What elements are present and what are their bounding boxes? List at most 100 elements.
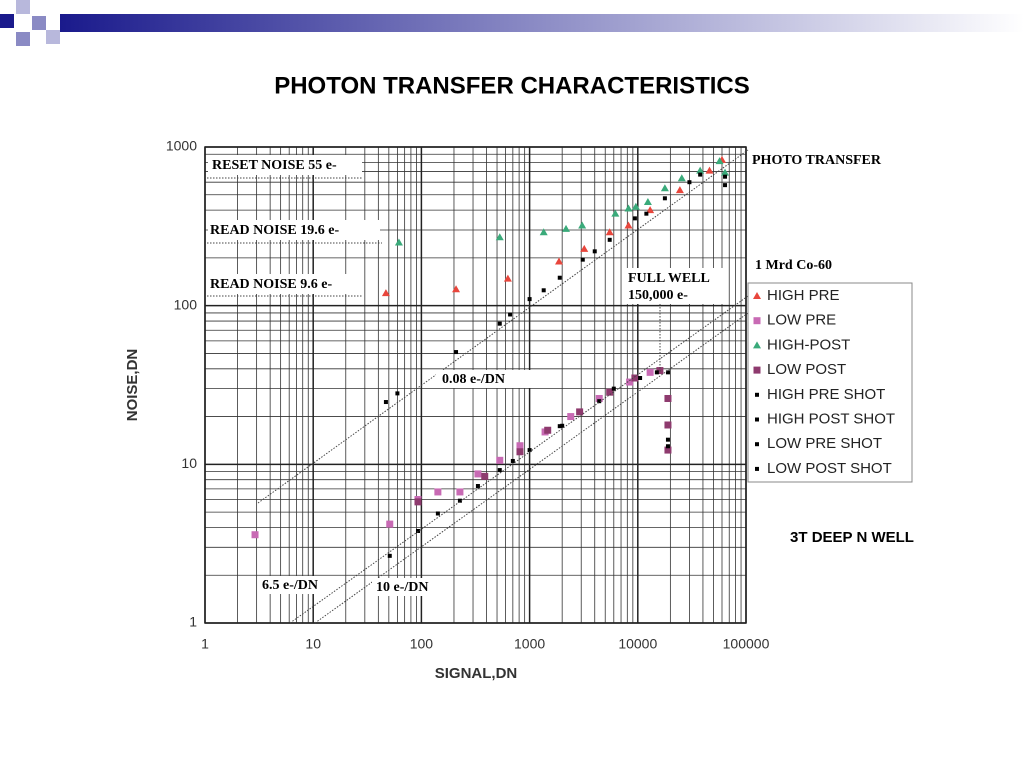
marker bbox=[541, 288, 546, 293]
marker bbox=[753, 341, 761, 349]
marker bbox=[644, 211, 649, 216]
marker bbox=[527, 297, 532, 302]
annotations: PHOTO TRANSFER RESET NOISE 55 e- READ NO… bbox=[208, 153, 882, 596]
legend-title: 1 Mrd Co-60 bbox=[755, 258, 832, 273]
marker bbox=[715, 157, 724, 165]
chart-title: PHOTON TRANSFER CHARACTERISTICS bbox=[274, 72, 750, 99]
y-tick-label: 1000 bbox=[166, 138, 197, 154]
legend-label: LOW PRE bbox=[767, 312, 836, 329]
marker bbox=[624, 204, 633, 212]
marker bbox=[555, 257, 564, 265]
ref-line bbox=[289, 295, 749, 624]
marker bbox=[677, 174, 686, 182]
marker bbox=[595, 394, 603, 402]
marker bbox=[452, 285, 461, 293]
marker bbox=[516, 448, 524, 456]
annotation: 150,000 e- bbox=[628, 288, 688, 303]
marker bbox=[386, 520, 394, 528]
y-tick-label: 1 bbox=[189, 614, 197, 630]
marker bbox=[607, 237, 612, 242]
marker bbox=[567, 413, 575, 421]
x-tick-label: 10 bbox=[305, 636, 321, 652]
annotation: 6.5 e-/DN bbox=[262, 578, 318, 593]
marker bbox=[626, 378, 634, 386]
marker bbox=[638, 376, 643, 381]
x-tick-label: 100 bbox=[410, 636, 434, 652]
marker bbox=[723, 183, 728, 188]
legend-label: HIGH PRE SHOT bbox=[767, 386, 885, 403]
legend-label: HIGH PRE bbox=[767, 287, 840, 304]
marker bbox=[660, 184, 669, 192]
marker bbox=[527, 448, 532, 453]
annotation: PHOTO TRANSFER bbox=[752, 153, 882, 168]
marker bbox=[698, 172, 703, 177]
reference-lines bbox=[207, 149, 749, 624]
marker bbox=[481, 472, 489, 480]
header-bar bbox=[60, 14, 1024, 32]
marker bbox=[251, 531, 259, 539]
decor bbox=[0, 14, 14, 28]
marker bbox=[557, 275, 562, 280]
x-tick-label: 100000 bbox=[723, 636, 770, 652]
decor bbox=[16, 32, 30, 46]
marker bbox=[508, 312, 513, 317]
marker bbox=[457, 498, 462, 503]
marker bbox=[395, 391, 400, 396]
marker bbox=[503, 274, 512, 282]
marker bbox=[664, 446, 672, 454]
decor bbox=[16, 0, 30, 14]
decor bbox=[32, 16, 46, 30]
legend-label: LOW PRE SHOT bbox=[767, 435, 882, 452]
marker bbox=[510, 458, 515, 463]
annotation: FULL WELL bbox=[628, 271, 710, 286]
marker bbox=[753, 366, 761, 374]
marker bbox=[632, 216, 637, 221]
marker bbox=[544, 426, 552, 434]
marker bbox=[723, 174, 728, 179]
marker bbox=[387, 553, 392, 558]
marker bbox=[755, 466, 759, 471]
annotation: 3T DEEP N WELL bbox=[790, 529, 914, 546]
marker bbox=[631, 374, 639, 382]
marker bbox=[496, 456, 504, 464]
annotation: READ NOISE 9.6 e- bbox=[210, 277, 332, 292]
marker bbox=[654, 370, 659, 375]
legend-entries: HIGH PRE LOW PRE HIGH-POST LOW POST HIGH PRE… bbox=[753, 287, 895, 477]
marker bbox=[381, 289, 390, 297]
y-axis-label: NOISE,DN bbox=[124, 349, 141, 422]
marker bbox=[675, 186, 684, 194]
marker bbox=[643, 198, 652, 206]
marker bbox=[721, 168, 730, 176]
marker bbox=[753, 317, 761, 325]
marker bbox=[755, 392, 759, 397]
decor bbox=[46, 30, 60, 44]
marker bbox=[665, 437, 670, 442]
marker bbox=[753, 292, 761, 299]
marker bbox=[394, 238, 403, 246]
marker bbox=[454, 350, 459, 355]
marker bbox=[646, 206, 655, 214]
marker bbox=[624, 221, 633, 229]
legend-label: LOW POST bbox=[767, 361, 846, 378]
marker bbox=[664, 421, 672, 429]
marker bbox=[557, 424, 562, 429]
marker bbox=[605, 228, 614, 236]
marker bbox=[435, 511, 440, 516]
marker bbox=[495, 233, 504, 241]
marker bbox=[415, 529, 420, 534]
marker bbox=[606, 388, 614, 396]
marker bbox=[580, 244, 589, 252]
y-tick-label: 10 bbox=[181, 455, 197, 471]
x-tick-label: 1 bbox=[201, 636, 209, 652]
marker bbox=[665, 370, 670, 375]
marker bbox=[578, 221, 587, 229]
marker bbox=[646, 368, 654, 376]
annotation: 10 e-/DN bbox=[376, 580, 429, 595]
legend-label: HIGH-POST bbox=[767, 336, 850, 353]
marker bbox=[662, 196, 667, 201]
marker bbox=[414, 498, 422, 506]
marker bbox=[664, 394, 672, 402]
legend-label: HIGH POST SHOT bbox=[767, 410, 895, 427]
marker bbox=[474, 470, 482, 478]
marker bbox=[592, 249, 597, 254]
